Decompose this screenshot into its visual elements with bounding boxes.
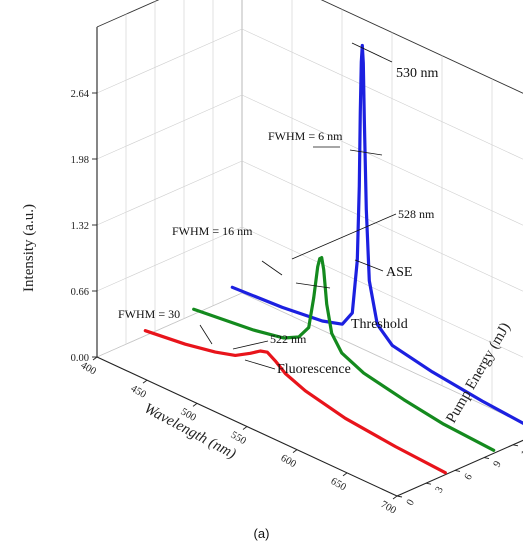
- z-tick-label: 1.32: [71, 221, 89, 232]
- series-label-fluorescence-arrow: [244, 359, 276, 370]
- z-tick-label: 0.00: [71, 353, 89, 364]
- axes: [92, 27, 523, 500]
- box-edge-top-left: [96, 0, 160, 28]
- tick-labels: 400450500550600650700036912150.000.661.3…: [71, 89, 523, 517]
- y-axis-line: [396, 439, 523, 497]
- series-label-ase-arrow: [354, 259, 384, 272]
- x-tick-mark: [392, 495, 398, 500]
- y-tick-mark: [454, 469, 461, 472]
- series-line-fluorescence: [143, 329, 447, 475]
- grid-left-z-line: [96, 292, 243, 358]
- annotation-528nm: 528 nm: [398, 207, 435, 221]
- grid-back-z-line: [241, 160, 523, 292]
- grid-left-z-line: [96, 94, 243, 160]
- x-tick-mark: [142, 379, 148, 384]
- y-axis-label: Pump Energy (mJ): [443, 320, 513, 426]
- annotation-522nm: 522 nm: [270, 332, 307, 346]
- grid-back-z-line: [241, 226, 523, 358]
- y-tick-mark: [425, 482, 432, 485]
- series-line-ase: [230, 43, 523, 426]
- grid: [96, 0, 523, 424]
- annotations: 530 nm FWHM = 6 nm 528 nm FWHM = 16 nm 5…: [118, 42, 439, 377]
- y-tick-label: 6: [463, 472, 475, 482]
- series-label-threshold: Threshold: [351, 317, 408, 332]
- y-tick-label: 3: [434, 485, 446, 495]
- x-tick-mark: [342, 472, 348, 477]
- y-tick-label: 9: [492, 459, 504, 469]
- annotation-fwhm-30: FWHM = 30: [118, 307, 180, 321]
- x-tick-mark: [192, 402, 198, 407]
- grid-left-z-line: [96, 28, 243, 94]
- grid-left-z-line: [96, 160, 243, 226]
- series-label-ase: ASE: [386, 265, 412, 280]
- annotation-fwhm-16: FWHM = 16 nm: [172, 224, 253, 238]
- z-tick-label: 2.64: [71, 89, 90, 100]
- fwhm-arrow-16a: [261, 260, 283, 276]
- y-tick-mark: [396, 495, 403, 498]
- x-tick-mark: [242, 426, 248, 430]
- grid-back-z-line: [241, 28, 523, 160]
- series-line-threshold: [192, 256, 496, 452]
- fwhm-arrow-6b: [349, 149, 383, 156]
- figure-caption: (a): [253, 526, 270, 541]
- fwhm-arrow-30: [199, 324, 213, 345]
- y-tick-mark: [483, 457, 490, 460]
- x-tick-mark: [292, 449, 298, 454]
- x-tick-label: 450: [129, 383, 148, 400]
- annotation-arrow-528: [291, 213, 397, 260]
- z-axis-label: Intensity (a.u.): [21, 204, 37, 292]
- grid-left-z-line: [96, 226, 243, 292]
- series-label-fluorescence: Fluorescence: [277, 362, 351, 377]
- x-tick-label: 700: [379, 499, 398, 516]
- annotation-arrow-530: [351, 42, 393, 63]
- grid-back-z-line: [241, 292, 523, 424]
- x-tick-label: 650: [329, 476, 348, 493]
- y-tick-label: 0: [405, 498, 417, 508]
- x-tick-label: 600: [279, 453, 298, 470]
- fwhm-arrow-16b: [295, 282, 331, 289]
- annotation-fwhm-6: FWHM = 6 nm: [268, 129, 343, 143]
- grid-back-z-line: [241, 94, 523, 226]
- y-tick-mark: [512, 444, 519, 447]
- series-lines: [143, 43, 523, 475]
- x-tick-mark: [92, 356, 98, 361]
- y-tick-label: 12: [519, 444, 523, 459]
- box-edge-top-back: [320, 0, 523, 94]
- annotation-arrow-522: [232, 340, 269, 350]
- z-tick-label: 1.98: [71, 155, 89, 166]
- annotation-530nm: 530 nm: [396, 66, 439, 81]
- z-tick-label: 0.66: [71, 287, 89, 298]
